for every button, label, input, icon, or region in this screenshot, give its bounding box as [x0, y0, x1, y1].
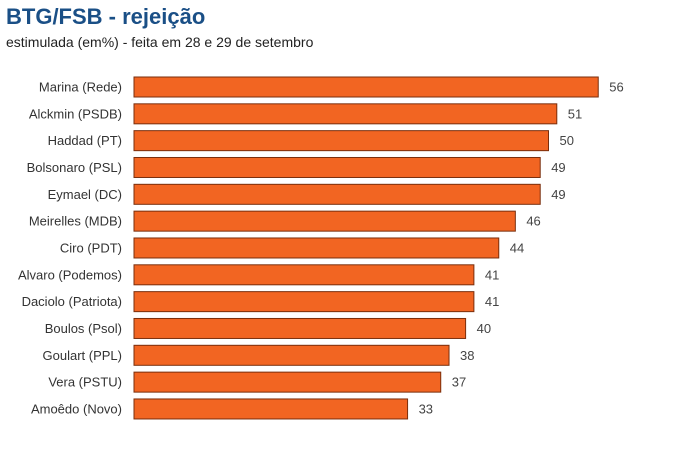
category-label: Amoêdo (Novo) — [31, 401, 122, 416]
category-label: Eymael (DC) — [48, 187, 122, 202]
value-label: 51 — [568, 106, 582, 121]
value-label: 41 — [485, 267, 499, 282]
chart-subtitle: estimulada (em%) - feita em 28 e 29 de s… — [6, 34, 314, 50]
value-label: 49 — [551, 187, 565, 202]
category-label: Boulos (Psol) — [45, 321, 122, 336]
bar — [133, 210, 516, 232]
category-label: Alckmin (PSDB) — [29, 106, 122, 121]
value-label: 37 — [452, 375, 466, 390]
bar — [133, 76, 599, 98]
category-label: Goulart (PPL) — [43, 348, 122, 363]
category-label: Marina (Rede) — [39, 80, 122, 95]
bar — [133, 130, 549, 152]
category-label: Bolsonaro (PSL) — [27, 160, 122, 175]
category-label: Haddad (PT) — [48, 133, 122, 148]
bar — [133, 237, 500, 259]
value-label: 38 — [460, 348, 474, 363]
bar — [133, 103, 558, 125]
category-label: Meirelles (MDB) — [29, 214, 122, 229]
value-label: 49 — [551, 160, 565, 175]
value-label: 41 — [485, 294, 499, 309]
category-label: Daciolo (Patriota) — [22, 294, 122, 309]
bar — [133, 183, 541, 205]
chart-title: BTG/FSB - rejeição — [6, 4, 206, 29]
bar — [133, 317, 467, 339]
category-label: Ciro (PDT) — [60, 240, 122, 255]
bar — [133, 156, 541, 178]
category-label: Vera (PSTU) — [48, 375, 122, 390]
bar — [133, 344, 450, 366]
bar — [133, 264, 475, 286]
bar — [133, 371, 442, 393]
category-label: Alvaro (Podemos) — [18, 267, 122, 282]
value-label: 46 — [526, 214, 540, 229]
value-label: 44 — [510, 240, 524, 255]
value-label: 50 — [560, 133, 574, 148]
value-label: 40 — [477, 321, 491, 336]
bar — [133, 398, 409, 420]
value-label: 56 — [609, 80, 623, 95]
bar — [133, 291, 475, 313]
value-label: 33 — [419, 401, 433, 416]
